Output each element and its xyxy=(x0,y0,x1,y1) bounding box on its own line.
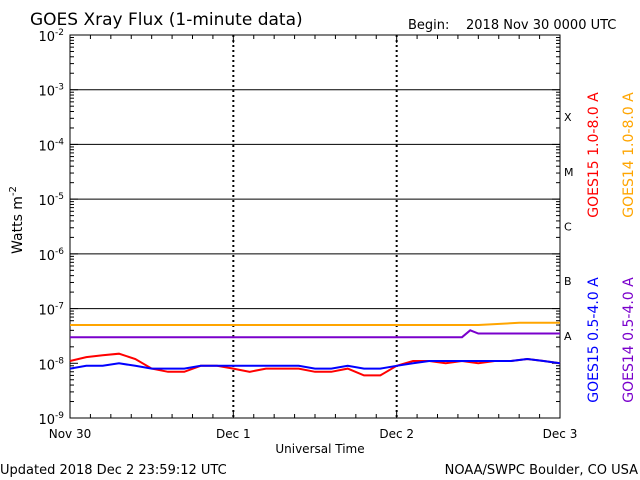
begin-label: Begin: xyxy=(408,18,449,33)
begin-value: 2018 Nov 30 0000 UTC xyxy=(466,18,616,33)
y-tick-label: 10-3 xyxy=(38,83,64,100)
flare-class-label: A xyxy=(564,330,572,343)
legend-label: GOES15 1.0-8.0 A xyxy=(586,92,602,218)
y-tick-base: 10 xyxy=(38,30,55,45)
y-tick-label: 10-2 xyxy=(38,28,64,45)
y-axis-label-text: Watts m xyxy=(10,196,26,254)
chart-title: GOES Xray Flux (1-minute data) xyxy=(30,10,303,30)
y-tick-base: 10 xyxy=(38,358,55,373)
x-tick-label: Dec 3 xyxy=(543,427,578,441)
y-tick-exponent: -7 xyxy=(55,302,64,312)
series-line xyxy=(70,321,560,326)
y-tick-label: 10-9 xyxy=(38,411,64,428)
y-tick-exponent: -6 xyxy=(55,247,64,257)
legend-label: GOES15 0.5-4.0 A xyxy=(586,277,602,403)
y-tick-exponent: -8 xyxy=(55,356,64,366)
y-tick-exponent: -2 xyxy=(55,28,64,38)
x-tick-label: Nov 30 xyxy=(49,427,92,441)
y-tick-base: 10 xyxy=(38,304,55,319)
x-axis-label: Universal Time xyxy=(275,442,364,456)
y-tick-exponent: -9 xyxy=(55,411,64,421)
updated-timestamp: Updated 2018 Dec 2 23:59:12 UTC xyxy=(0,463,227,478)
y-tick-base: 10 xyxy=(38,413,55,428)
flare-class-label: X xyxy=(564,111,572,124)
x-tick-label: Dec 1 xyxy=(216,427,251,441)
source-credit: NOAA/SWPC Boulder, CO USA xyxy=(445,463,638,478)
flare-class-label: M xyxy=(564,166,574,179)
y-tick-base: 10 xyxy=(38,249,55,264)
legend-label: GOES14 0.5-4.0 A xyxy=(621,277,637,403)
y-tick-exponent: -4 xyxy=(55,137,64,147)
series-line xyxy=(70,329,560,339)
y-tick-label: 10-7 xyxy=(38,302,64,319)
legend-label: GOES14 1.0-8.0 A xyxy=(621,92,637,218)
y-tick-label: 10-6 xyxy=(38,247,64,264)
y-axis-label: Watts m-2 xyxy=(8,186,26,254)
y-tick-label: 10-5 xyxy=(38,192,64,209)
y-tick-label: 10-8 xyxy=(38,356,64,373)
y-tick-base: 10 xyxy=(38,85,55,100)
y-tick-exponent: -5 xyxy=(55,192,64,202)
y-tick-exponent: -3 xyxy=(55,83,64,93)
y-tick-label: 10-4 xyxy=(38,137,64,154)
x-tick-label: Dec 2 xyxy=(379,427,414,441)
y-axis-label-exponent: -2 xyxy=(8,186,19,196)
flare-class-label: B xyxy=(564,275,572,288)
svg-text:Watts m-2: Watts m-2 xyxy=(8,186,26,254)
flare-class-label: C xyxy=(564,221,572,234)
y-tick-base: 10 xyxy=(38,194,55,209)
series-line xyxy=(69,357,561,370)
y-tick-base: 10 xyxy=(38,139,55,154)
